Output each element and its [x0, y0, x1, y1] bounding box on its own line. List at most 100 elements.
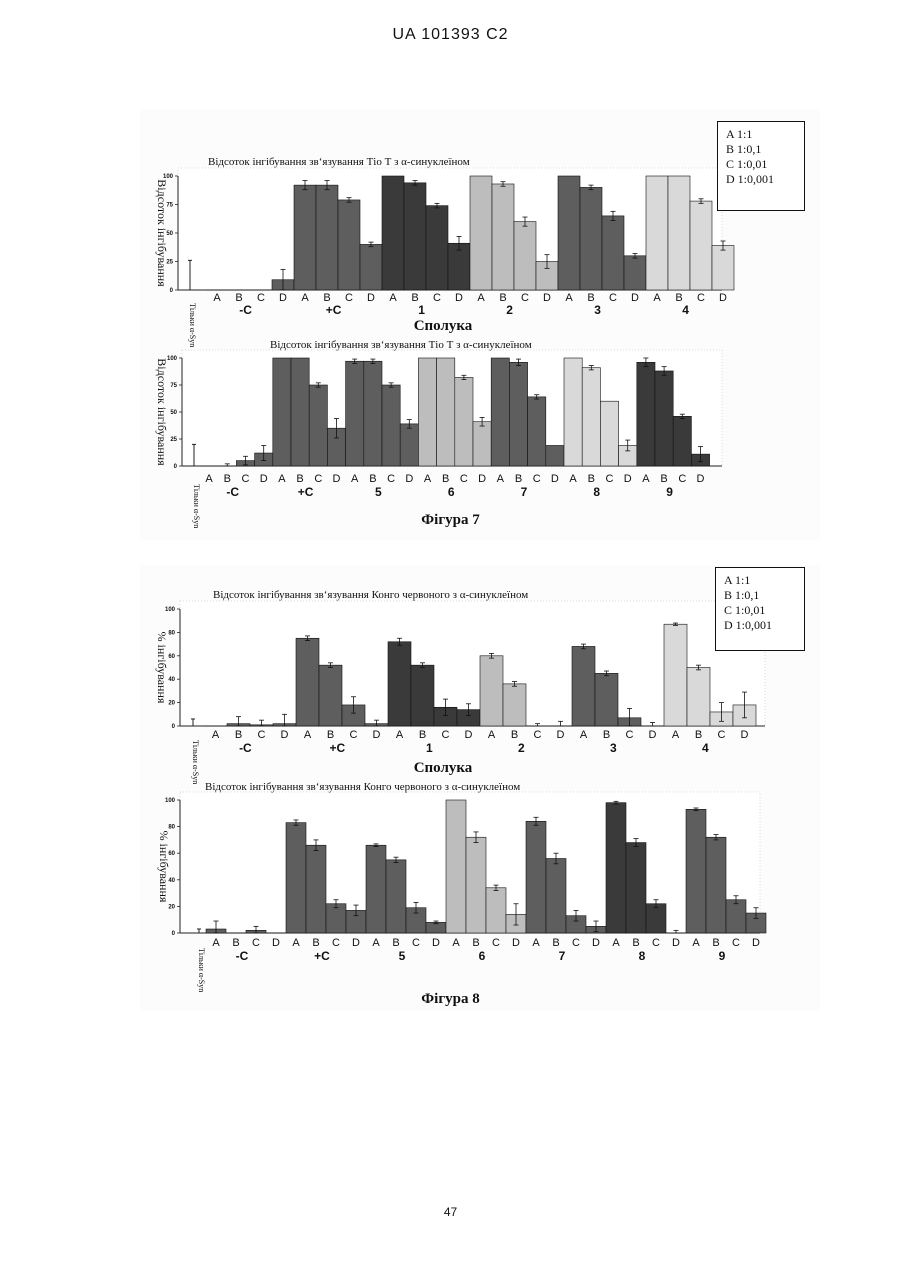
- x-tick-label: C: [314, 473, 322, 485]
- x-tick-label: B: [660, 473, 667, 485]
- chart-title: Відсоток інгібування зв‘язування Тіо Т з…: [270, 339, 532, 351]
- x-tick-label: A: [488, 729, 496, 741]
- x-tick-label: B: [312, 937, 319, 949]
- bar: [726, 900, 746, 933]
- y-tick-label: 80: [168, 630, 175, 636]
- x-tick-label: C: [258, 729, 266, 741]
- figure8-caption: Фігура 8: [0, 991, 901, 1008]
- bar: [316, 185, 338, 290]
- x-tick-label: A: [424, 473, 432, 485]
- group-label: 3: [610, 741, 617, 755]
- bar: [411, 665, 434, 726]
- y-tick-label: 0: [172, 931, 176, 937]
- x-tick-label: C: [257, 292, 265, 304]
- x-tick-label: C: [534, 729, 542, 741]
- bar: [400, 424, 418, 466]
- x-tick-label: B: [419, 729, 426, 741]
- bar: [346, 361, 364, 466]
- y-tick-label: 0: [170, 288, 174, 294]
- x-tick-label: D: [551, 473, 559, 485]
- x-tick-label: C: [606, 473, 614, 485]
- chart-title: Відсоток інгібування зв‘язування Конго ч…: [205, 781, 520, 793]
- group-label: 8: [593, 485, 600, 499]
- bar: [546, 445, 564, 466]
- x-tick-label: A: [452, 937, 460, 949]
- bar: [296, 638, 319, 726]
- x-tick-label: A: [532, 937, 540, 949]
- x-tick-label: B: [632, 937, 639, 949]
- bar: [360, 244, 382, 290]
- x-tick-label: A: [301, 292, 309, 304]
- group-label: 8: [639, 949, 646, 963]
- bar: [470, 176, 492, 290]
- bar: [664, 624, 687, 726]
- bar: [388, 642, 411, 726]
- x-tick-label: D: [592, 937, 600, 949]
- y-tick-label: 100: [165, 607, 176, 613]
- x-tick-label: D: [333, 473, 341, 485]
- x-tick-label: D: [557, 729, 565, 741]
- bar: [686, 809, 706, 933]
- group-label: 4: [702, 741, 709, 755]
- group-label: 4: [682, 303, 689, 317]
- x-tick-label: A: [612, 937, 620, 949]
- group-label: 6: [448, 485, 455, 499]
- bar: [558, 176, 580, 290]
- figure7-caption: Фігура 7: [0, 512, 901, 529]
- x-tick-label: C: [492, 937, 500, 949]
- bar: [418, 358, 436, 466]
- figure7-legend: A 1:1 B 1:0,1 C 1:0,01 D 1:0,001: [717, 121, 805, 211]
- x-tick-label: D: [624, 473, 632, 485]
- legend-entry: B 1:0,1: [726, 142, 796, 157]
- x-tick-label: D: [631, 292, 639, 304]
- x-tick-label: B: [603, 729, 610, 741]
- y-axis-label: % інгібування: [157, 831, 171, 903]
- control-label: Тільки α-Syn: [191, 740, 200, 784]
- legend-entry: C 1:0,01: [726, 157, 796, 172]
- x-tick-label: C: [609, 292, 617, 304]
- group-label: +C: [314, 949, 330, 963]
- bar: [646, 176, 668, 290]
- x-tick-label: C: [533, 473, 541, 485]
- bar: [503, 684, 526, 726]
- x-tick-label: C: [652, 937, 660, 949]
- bar: [655, 371, 673, 466]
- y-tick-label: 40: [168, 677, 175, 683]
- x-tick-label: C: [387, 473, 395, 485]
- bar: [382, 176, 404, 290]
- bar: [306, 845, 326, 933]
- x-tick-label: D: [279, 292, 287, 304]
- bar: [572, 646, 595, 726]
- bar: [492, 184, 514, 290]
- bar: [382, 385, 400, 466]
- x-tick-label: D: [512, 937, 520, 949]
- y-tick-label: 25: [166, 260, 173, 266]
- x-tick-label: D: [741, 729, 749, 741]
- x-tick-label: B: [695, 729, 702, 741]
- group-label: -C: [226, 485, 239, 499]
- x-tick-label: C: [433, 292, 441, 304]
- x-tick-label: C: [412, 937, 420, 949]
- bar: [466, 837, 486, 933]
- y-tick-label: 50: [170, 410, 177, 416]
- group-label: 1: [426, 741, 433, 755]
- x-tick-label: A: [213, 292, 221, 304]
- x-tick-label: B: [511, 729, 518, 741]
- bar: [626, 843, 646, 933]
- x-tick-label: A: [278, 473, 286, 485]
- y-tick-label: 80: [168, 825, 175, 831]
- control-label: Тільки α-Syn: [188, 303, 197, 347]
- x-tick-label: B: [392, 937, 399, 949]
- x-tick-label: B: [515, 473, 522, 485]
- x-tick-label: A: [497, 473, 505, 485]
- group-label: 5: [375, 485, 382, 499]
- x-tick-label: C: [442, 729, 450, 741]
- bar: [526, 821, 546, 933]
- x-tick-label: C: [350, 729, 358, 741]
- bar: [595, 673, 618, 726]
- x-tick-label: D: [649, 729, 657, 741]
- legend-entry: B 1:0,1: [724, 588, 796, 603]
- x-tick-label: D: [697, 473, 705, 485]
- legend-entry: A 1:1: [726, 127, 796, 142]
- y-tick-label: 75: [166, 203, 173, 209]
